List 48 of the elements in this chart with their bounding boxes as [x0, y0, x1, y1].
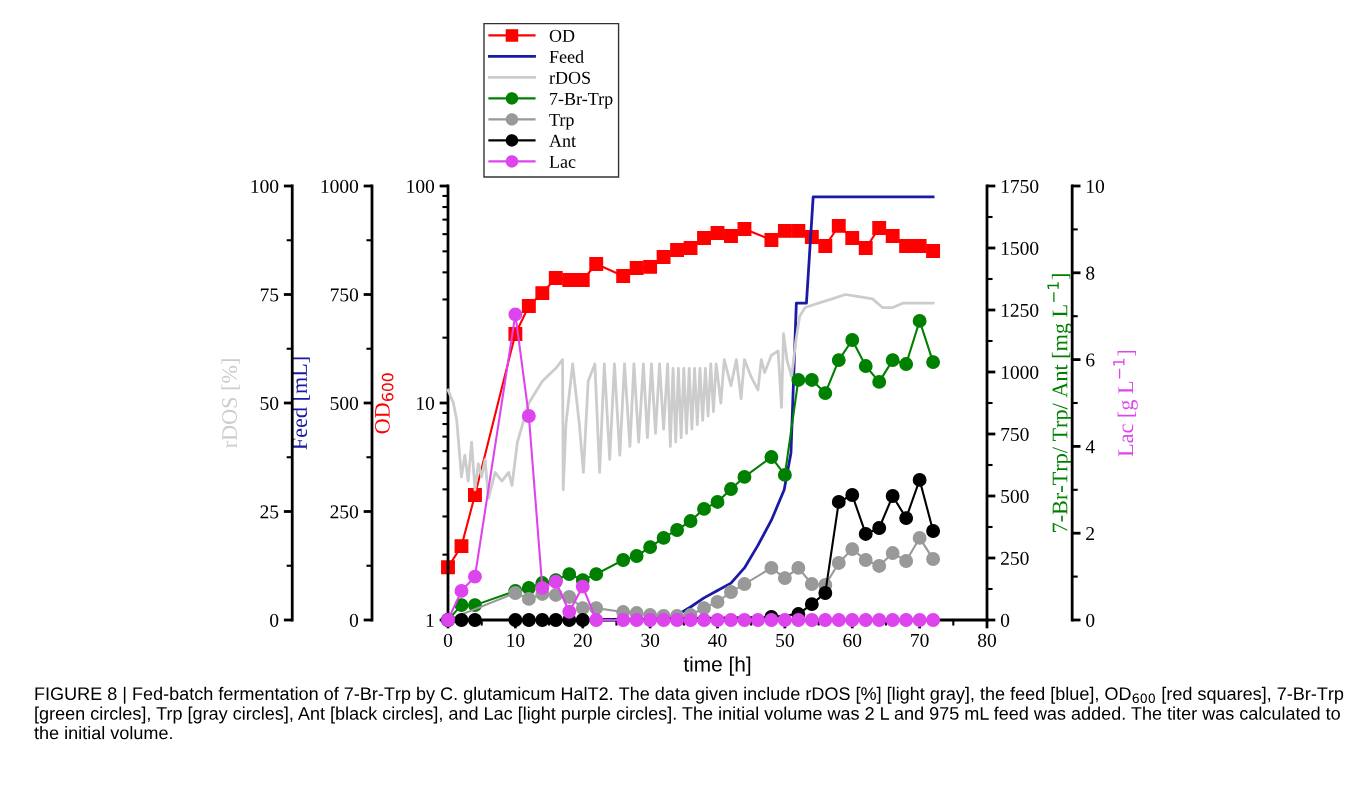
- y-tick-label: 100: [407, 179, 435, 193]
- y3-tick-label: 6: [1086, 353, 1095, 367]
- y3-tick-label: 25: [260, 505, 279, 519]
- x-tick-label: 70: [911, 633, 929, 647]
- y2-tick-label: 750: [330, 288, 359, 302]
- y2-tick-label: 750: [1001, 427, 1029, 441]
- y-axis-title: OD$_{600}$: [374, 373, 394, 434]
- legend-label: Lac: [549, 155, 576, 168]
- x-tick-label: 20: [573, 633, 592, 647]
- y2-tick-label: 0: [1000, 613, 1010, 627]
- y2-tick-label: 500: [330, 396, 359, 410]
- x-tick-label: 10: [507, 633, 525, 647]
- legend-label: rDOS: [549, 71, 590, 84]
- y2-tick-label: 250: [1001, 551, 1029, 565]
- y2-tick-label: 1000: [321, 179, 359, 193]
- x-tick-label: 60: [843, 633, 862, 647]
- y3-tick-label: 4: [1085, 440, 1095, 454]
- x-tick-label: 80: [978, 633, 996, 647]
- y2-tick-label: 0: [349, 613, 359, 627]
- y3-tick-label: 100: [251, 179, 279, 193]
- y3-tick-label: 8: [1086, 266, 1095, 280]
- x-tick-label: 0: [443, 633, 453, 647]
- y3-tick-label: 50: [260, 396, 279, 410]
- legend-label: Feed: [549, 50, 584, 63]
- y2-tick-label: 1000: [1001, 365, 1039, 379]
- legend-label: OD: [549, 29, 575, 42]
- y-tick-label: 10: [417, 396, 435, 410]
- y2-tick-label: 250: [330, 505, 359, 519]
- y3-tick-label: 2: [1086, 527, 1095, 540]
- y3-axis-title: Lac [g L$^{−1}$]: [1113, 350, 1138, 457]
- y2-tick-label: 1750: [1001, 179, 1039, 193]
- x-tick-label: 30: [641, 633, 660, 647]
- legend-label: 7-Br-Trp: [550, 92, 613, 109]
- y-tick-label: 1: [426, 613, 434, 627]
- caption: FIGURE 8 | Fed-batch fermentation of 7-Br-Trp by C. glutamicum HalT2. The data given include rDOS [%] [light gray], the feed [blue], OD$_{600}$ [red squares], 7-Br-Trp [green circles], Trp [gray circles], Ant [black circles], and Lac [light purple circles]. The initial volume was 2 L and 975 mL feed was added. The titer was calculated to the initial volume.: [34, 686, 1344, 740]
- y2-tick-label: 500: [1001, 489, 1029, 503]
- legend-label: Ant: [549, 134, 576, 147]
- y3-tick-label: 0: [270, 613, 279, 627]
- legend-label: Trp: [549, 113, 574, 130]
- y2-tick-label: 1500: [1001, 241, 1039, 255]
- y3-tick-label: 10: [1087, 179, 1105, 193]
- x-tick-label: 40: [708, 633, 727, 647]
- y2-axis-title: 7-Br-Trp/ Trp/ Ant [mg L$^{−1}$]: [1047, 274, 1073, 532]
- y3-tick-label: 0: [1086, 613, 1095, 627]
- y3-tick-label: 75: [260, 288, 279, 302]
- y2-tick-label: 1250: [1001, 303, 1039, 317]
- x-tick-label: 50: [776, 633, 794, 647]
- x-axis-title: time [h]: [683, 656, 751, 676]
